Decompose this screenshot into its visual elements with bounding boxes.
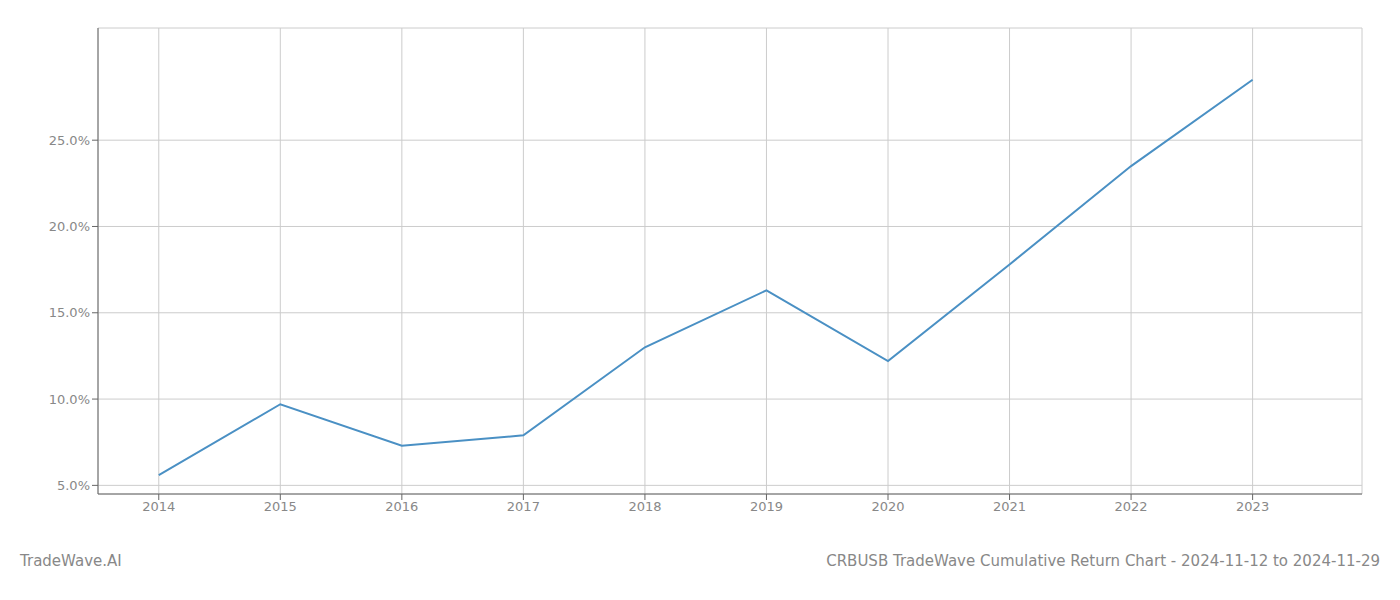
svg-text:2018: 2018 [628,499,661,514]
svg-text:2021: 2021 [993,499,1026,514]
svg-text:5.0%: 5.0% [57,478,90,493]
svg-text:10.0%: 10.0% [49,392,90,407]
svg-text:2016: 2016 [385,499,418,514]
svg-text:2020: 2020 [871,499,904,514]
svg-text:2017: 2017 [507,499,540,514]
svg-text:2022: 2022 [1115,499,1148,514]
html-text:CRBUSB TradeWave Cumulative Re: CRBUSB TradeWave Cumulative Return Chart… [826,552,1380,570]
svg-text:2015: 2015 [264,499,297,514]
svg-text:2019: 2019 [750,499,783,514]
svg-text:25.0%: 25.0% [49,133,90,148]
html-text:TradeWave.AI: TradeWave.AI [20,552,122,570]
svg-text:20.0%: 20.0% [49,219,90,234]
svg-text:2023: 2023 [1236,499,1269,514]
svg-text:15.0%: 15.0% [49,305,90,320]
svg-text:2014: 2014 [142,499,175,514]
